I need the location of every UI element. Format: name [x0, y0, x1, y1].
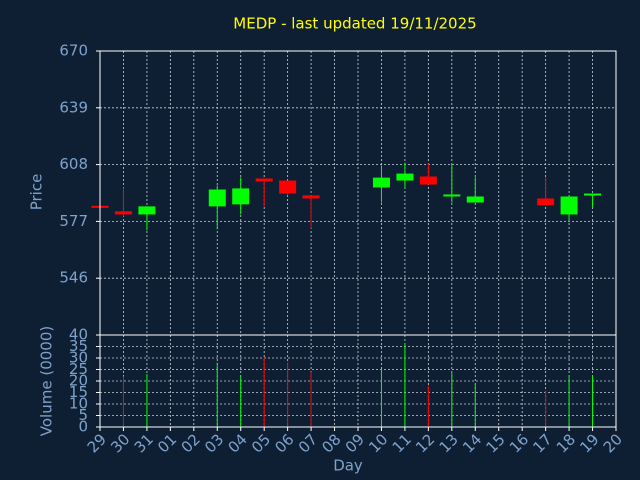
candle-body	[114, 211, 132, 215]
x-axis-label: Day	[333, 457, 363, 475]
candle-body	[443, 194, 461, 197]
y-tick-label: 15	[69, 383, 88, 401]
y-tick-label: 30	[69, 349, 88, 367]
candle-body	[138, 206, 156, 215]
candle-body	[466, 196, 484, 203]
y-tick-label: 20	[69, 372, 88, 390]
y-tick-label: 10	[69, 395, 88, 413]
candle-body	[537, 198, 555, 206]
candle-body	[396, 173, 414, 181]
candle-body	[302, 195, 320, 199]
y-tick-label: 5	[78, 406, 88, 424]
candle-body	[584, 193, 602, 196]
y-axis-label: Volume (0000)	[38, 326, 56, 436]
candle-body	[255, 178, 273, 182]
y-tick-label: 577	[59, 212, 88, 230]
y-tick-label: 608	[59, 155, 88, 173]
candle-body	[560, 196, 578, 215]
candle-body	[419, 176, 437, 185]
candle-body	[208, 189, 226, 207]
candle-body	[279, 180, 297, 194]
y-tick-label: 35	[69, 337, 88, 355]
y-tick-label: 40	[69, 326, 88, 344]
y-tick-label: 0	[78, 418, 88, 436]
y-tick-label: 670	[59, 42, 88, 60]
y-tick-label: 546	[59, 269, 88, 287]
candle-body	[232, 188, 250, 205]
candle-body	[372, 177, 390, 188]
y-tick-label: 25	[69, 360, 88, 378]
y-axis-label: Price	[28, 174, 46, 211]
chart-title: MEDP - last updated 19/11/2025	[233, 15, 476, 33]
y-tick-label: 639	[59, 98, 88, 116]
